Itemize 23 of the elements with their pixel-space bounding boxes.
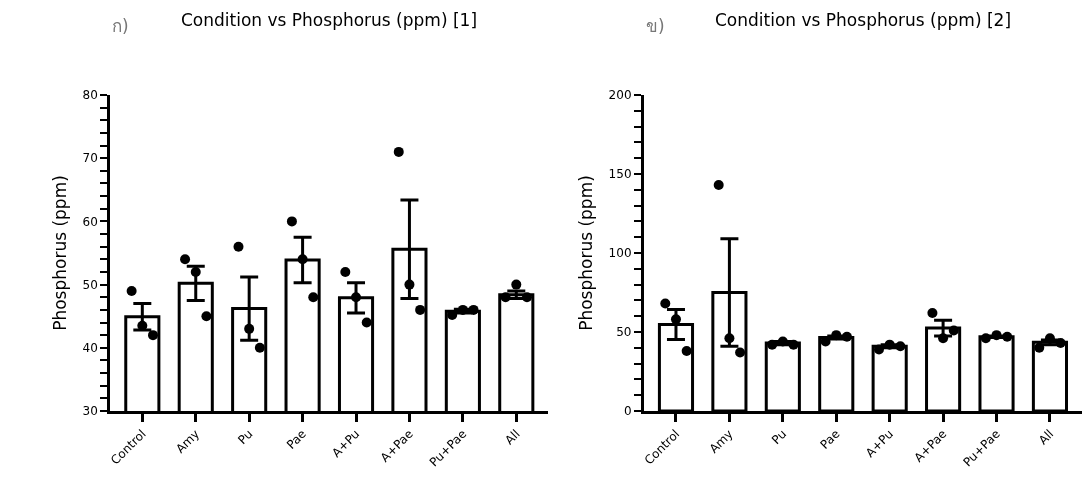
chart-title: Condition vs Phosphorus (ppm) [1] (181, 10, 478, 30)
text: ข) (646, 16, 665, 36)
y-tick-label: 70 (82, 151, 98, 166)
x-tick-label: All (502, 426, 523, 448)
y-tick-label: 50 (82, 277, 98, 292)
y-tick-label: 40 (82, 341, 98, 355)
y-tick-label: 100 (608, 246, 632, 261)
y-axis-title: Phosphorus (ppm) (576, 175, 597, 331)
y-tick-label: 150 (608, 167, 632, 182)
chart-title: Condition vs Phosphorus (ppm) [2] (715, 10, 1012, 30)
y-tick-label: 200 (608, 88, 632, 103)
y-tick-label: 60 (82, 214, 98, 229)
text: ก) (112, 16, 129, 36)
x-tick-label: Pu (768, 426, 790, 448)
y-tick-label: 50 (616, 325, 632, 340)
y-axis-title: Phosphorus (ppm) (50, 175, 71, 331)
x-tick-label: Pae (817, 426, 843, 452)
y-tick-label: 0 (623, 404, 632, 419)
y-tick-label: 30 (82, 404, 98, 419)
x-tick-label: All (1035, 426, 1057, 448)
x-tick-label: Pae (283, 426, 309, 452)
x-tick-label: Pu (235, 426, 256, 448)
y-tick-label: 80 (82, 88, 98, 103)
